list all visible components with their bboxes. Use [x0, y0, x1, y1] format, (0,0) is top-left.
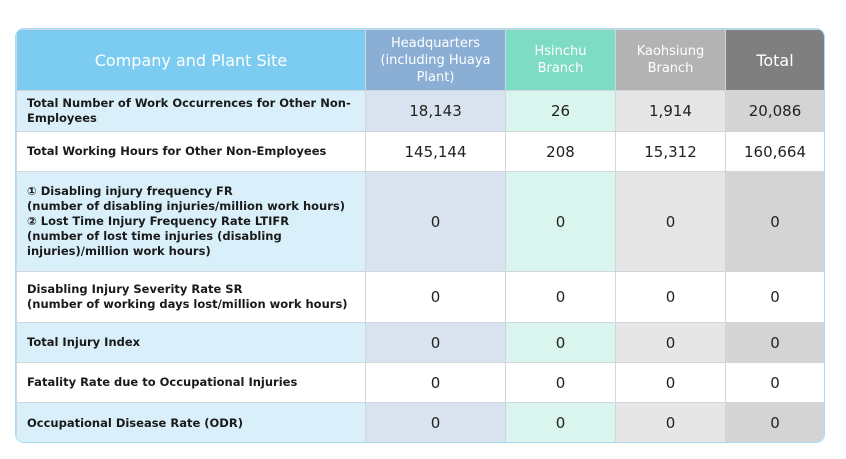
value-cell: 0	[615, 402, 726, 442]
header-cell: Hsinchu Branch	[505, 29, 616, 91]
value-cell: 208	[505, 131, 616, 172]
value-cell: 0	[615, 171, 726, 272]
value-cell: 0	[365, 322, 506, 363]
table-row: Fatality Rate due to Occupational Injuri…	[16, 362, 824, 403]
value-cell: 0	[725, 171, 824, 272]
row-label: Total Working Hours for Other Non-Employ…	[16, 131, 366, 172]
row-label: Total Injury Index	[16, 322, 366, 363]
value-cell: 20,086	[725, 90, 824, 132]
value-cell: 0	[505, 171, 616, 272]
value-cell: 0	[505, 362, 616, 403]
value-cell: 160,664	[725, 131, 824, 172]
value-cell: 0	[725, 402, 824, 442]
row-label: Fatality Rate due to Occupational Injuri…	[16, 362, 366, 403]
table-row: Total Number of Work Occurrences for Oth…	[16, 90, 824, 132]
value-cell: 0	[615, 362, 726, 403]
value-cell: 0	[725, 271, 824, 323]
value-cell: 0	[365, 171, 506, 272]
value-cell: 15,312	[615, 131, 726, 172]
row-label: Occupational Disease Rate (ODR)	[16, 402, 366, 442]
row-label: Total Number of Work Occurrences for Oth…	[16, 90, 366, 132]
header-cell: Kaohsiung Branch	[615, 29, 726, 91]
table-row: ① Disabling injury frequency FR (number …	[16, 171, 824, 272]
row-label: ① Disabling injury frequency FR (number …	[16, 171, 366, 272]
table-row: Occupational Disease Rate (ODR) 0 0 0 0	[16, 402, 824, 442]
header-cell: Headquarters (including Huaya Plant)	[365, 29, 506, 91]
value-cell: 0	[505, 322, 616, 363]
value-cell: 0	[615, 271, 726, 323]
value-cell: 0	[615, 322, 726, 363]
value-cell: 18,143	[365, 90, 506, 132]
table: Company and Plant Site Headquarters (incl…	[16, 29, 824, 442]
value-cell: 0	[365, 362, 506, 403]
value-cell: 145,144	[365, 131, 506, 172]
table-container: Company and Plant Site Headquarters (incl…	[16, 29, 824, 442]
value-cell: 0	[505, 271, 616, 323]
row-label: Disabling Injury Severity Rate SR (numbe…	[16, 271, 366, 323]
table-row: Total Injury Index 0 0 0 0	[16, 322, 824, 363]
table-row: Disabling Injury Severity Rate SR (numbe…	[16, 271, 824, 323]
header-cell: Company and Plant Site	[16, 29, 366, 91]
value-cell: 26	[505, 90, 616, 132]
header-row: Company and Plant Site Headquarters (incl…	[16, 29, 824, 91]
value-cell: 0	[365, 402, 506, 442]
value-cell: 0	[365, 271, 506, 323]
value-cell: 0	[505, 402, 616, 442]
value-cell: 1,914	[615, 90, 726, 132]
header-cell: Total	[725, 29, 824, 91]
table-row: Total Working Hours for Other Non-Employ…	[16, 131, 824, 172]
value-cell: 0	[725, 362, 824, 403]
value-cell: 0	[725, 322, 824, 363]
